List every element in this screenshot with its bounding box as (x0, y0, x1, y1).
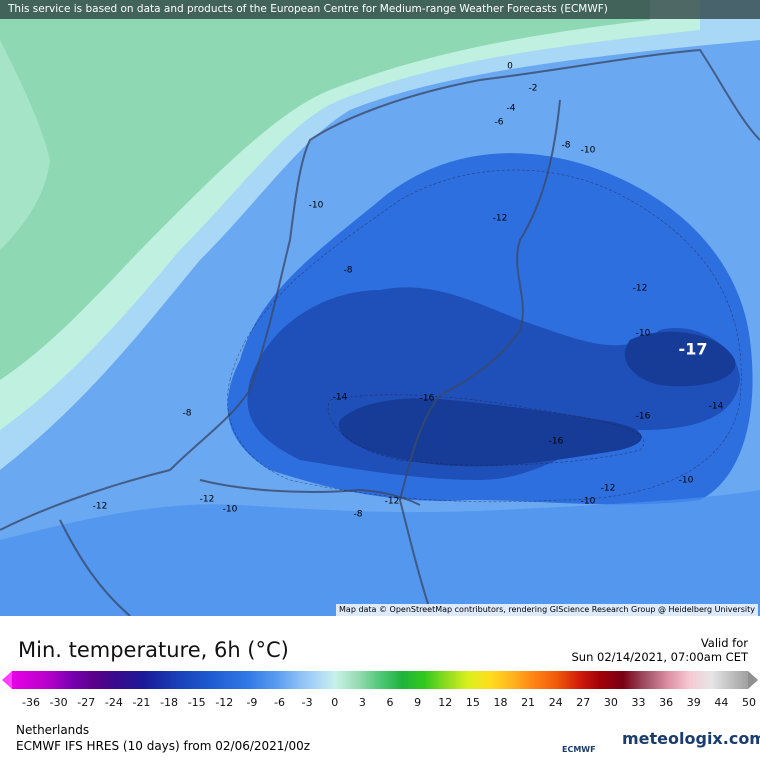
contour-label: -16 (549, 437, 564, 447)
colorbar-tick-label: -6 (274, 696, 286, 709)
contour-label: -12 (385, 497, 400, 507)
contour-label: -14 (333, 393, 348, 403)
colorbar-tick-label: 44 (714, 696, 729, 709)
extreme-label: -17 (679, 340, 708, 359)
colorbar-tick-label: 50 (742, 696, 756, 709)
colorbar-tick-label: 21 (521, 696, 536, 709)
coldest-east (624, 331, 736, 387)
ecmwf-logo: ECMWF (562, 745, 596, 754)
contour-label: -8 (562, 141, 571, 151)
border (59, 519, 131, 616)
contour-label: -12 (633, 284, 648, 294)
model-info: ECMWF IFS HRES (10 days) from 02/06/2021… (16, 739, 311, 753)
colorbar-tick-label: 30 (603, 696, 618, 709)
map-attribution: Map data © OpenStreetMap contributors, r… (336, 604, 758, 616)
contour-label: -4 (507, 104, 516, 114)
contour-label: -10 (581, 497, 596, 507)
colorbar (12, 671, 748, 689)
contour-label: -10 (679, 476, 694, 486)
sea-patch (0, 40, 50, 250)
contour-label: -10 (309, 201, 324, 211)
colorbar-tick-label: -27 (77, 696, 96, 709)
colorbar-tick-label: 27 (576, 696, 591, 709)
colorbar-tick-label: 6 (386, 696, 394, 709)
colorbar-tick-label: -9 (246, 696, 258, 709)
colorbar-tick-label: -18 (160, 696, 179, 709)
service-banner: This service is based on data and produc… (0, 0, 760, 19)
colorbar-tick-label: -3 (301, 696, 313, 709)
coastline (0, 48, 760, 531)
contour-label: -8 (183, 409, 192, 419)
contour-label: -12 (200, 495, 215, 505)
colorbar-tick-label: 9 (414, 696, 422, 709)
colorbar-arrow (2, 671, 12, 689)
map: 0 -2 -4-6 -8 -10 -10 -12 -8 -12 -10 -14 -16 -8 -16 -14… (0, 0, 760, 616)
contour-label: -12 (601, 484, 616, 494)
colorbar-tick-label: 36 (659, 696, 674, 709)
colorbar-tick-label: -12 (215, 696, 234, 709)
contour (227, 169, 742, 503)
brand-logo: meteologix.com (622, 729, 760, 748)
colorbar-tick-label: -21 (132, 696, 151, 709)
colorbar-tick-label: 15 (465, 696, 480, 709)
border (398, 99, 561, 611)
border (199, 479, 421, 506)
colorbar-tick-label: -36 (22, 696, 40, 709)
contour-label: -12 (493, 214, 508, 224)
valid-time: Sun 02/14/2021, 07:00am CET (571, 650, 749, 664)
colorbar-arrow (748, 671, 758, 689)
colorbar-tick-label: -30 (49, 696, 68, 709)
colorbar-tick-label: 39 (686, 696, 701, 709)
colorbar-tick-label: 33 (631, 696, 646, 709)
valid-label: Valid for (700, 636, 748, 650)
contour-label: -16 (636, 412, 651, 422)
contour-label: -16 (420, 394, 435, 404)
sea-zone (0, 0, 650, 380)
colorbar-tick-label: 0 (331, 696, 339, 709)
contour-label: -2 (529, 84, 538, 94)
contour-label: -14 (709, 402, 724, 412)
colorbar-tick-label: 18 (493, 696, 508, 709)
colorbar-tick-label: 3 (358, 696, 366, 709)
contour-label: -6 (495, 118, 504, 128)
region: Netherlands (16, 723, 90, 737)
contour-label: -8 (354, 510, 363, 520)
contour-label: -10 (223, 505, 238, 515)
southern-zone (0, 490, 760, 616)
legend-title: Min. temperature, 6h (°C) (18, 638, 289, 662)
contour (327, 394, 645, 466)
contour-label: 0 (507, 62, 513, 72)
colorbar-tick-label: 12 (438, 696, 453, 709)
colorbar-tick-label: -24 (104, 696, 123, 709)
contour-label: -10 (636, 329, 651, 339)
colorbar-tick-label: 24 (548, 696, 563, 709)
colorbar-tick-label: -15 (187, 696, 206, 709)
contour-label: -12 (93, 502, 108, 512)
contour-label: -10 (581, 146, 596, 156)
contour-label: -8 (344, 266, 353, 276)
